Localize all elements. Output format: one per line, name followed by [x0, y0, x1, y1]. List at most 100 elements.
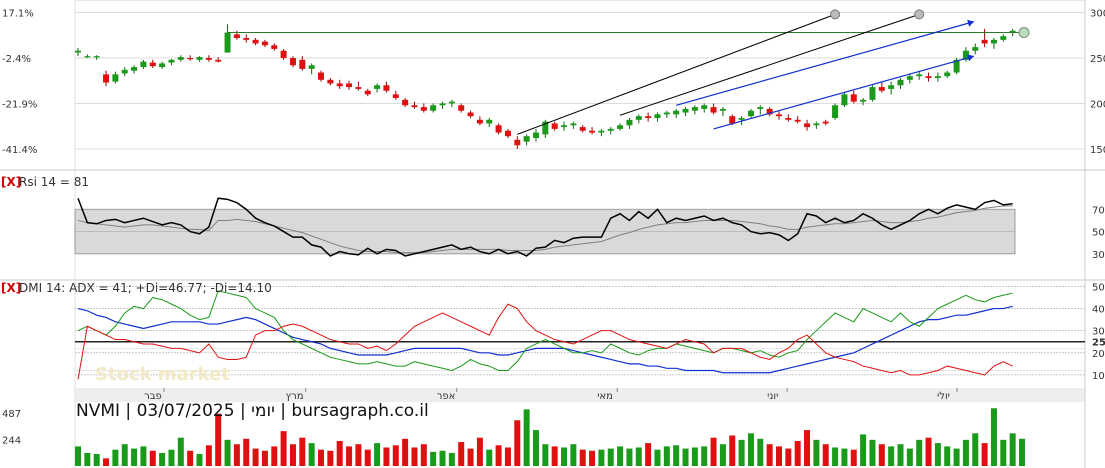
percent-tick-label: -21.9%	[2, 99, 37, 110]
candle-body	[523, 136, 530, 142]
volume-bar	[252, 448, 259, 466]
candle-body	[869, 87, 876, 100]
dmi-tick-label: 30	[1092, 327, 1105, 338]
rsi-tick-label: 30	[1092, 250, 1105, 261]
volume-bar	[523, 409, 530, 466]
candle-body	[75, 50, 81, 53]
volume-bar	[570, 444, 577, 466]
volume-bar	[589, 450, 596, 466]
dmi-tick-label: 25	[1092, 338, 1105, 349]
volume-bar	[598, 449, 605, 466]
candle-body	[224, 32, 231, 53]
volume-bar	[832, 447, 839, 466]
volume-bar	[271, 446, 278, 466]
volume-bar	[374, 443, 381, 466]
volume-bar	[514, 420, 521, 466]
candle-body	[308, 65, 315, 69]
candle-body	[374, 85, 381, 89]
volume-bar	[719, 444, 726, 466]
candle-body	[673, 110, 680, 115]
volume-bar	[906, 448, 913, 466]
candle-body	[962, 50, 969, 60]
volume-bar	[607, 448, 614, 466]
candle-body	[878, 87, 885, 91]
dmi-close-button[interactable]: [X]	[1, 281, 21, 295]
candle-body	[579, 127, 586, 131]
candle-body	[719, 108, 726, 111]
volume-bar	[196, 454, 203, 466]
volume-bar	[187, 450, 194, 466]
plot-layer	[75, 9, 1030, 466]
candle-body	[925, 76, 932, 78]
plus-di-line	[77, 290, 1013, 372]
volume-bar	[346, 446, 353, 466]
candle-body	[860, 99, 867, 102]
candle-body	[112, 74, 119, 82]
percent-tick-label: -41.4%	[2, 145, 37, 156]
volume-bar	[532, 430, 539, 466]
candle-body	[168, 59, 175, 63]
volume-bar	[747, 433, 754, 466]
volume-bar	[383, 447, 390, 466]
month-label: יוני	[767, 391, 778, 402]
candle-body	[729, 116, 736, 124]
candle-body	[551, 123, 558, 129]
candle-body	[701, 105, 708, 109]
candle-body	[775, 114, 782, 117]
volume-bar	[93, 454, 100, 466]
candle-body	[850, 94, 857, 102]
candle-body	[215, 59, 222, 62]
candle-body	[458, 105, 465, 111]
candle-body	[617, 125, 624, 129]
volume-bar	[673, 445, 680, 466]
volume-bar	[635, 447, 642, 466]
rsi-signal-line	[77, 205, 1013, 254]
volume-bar	[84, 452, 91, 466]
volume-bar	[850, 449, 857, 466]
volume-tick-label: 487	[2, 409, 21, 420]
percent-tick-label: -2.4%	[2, 54, 31, 65]
candle-body	[934, 76, 941, 78]
volume-bar	[159, 452, 166, 466]
volume-bar	[738, 439, 745, 466]
volume-bar	[327, 450, 334, 466]
volume-bar	[953, 448, 960, 466]
candle-body	[916, 74, 923, 77]
channel-arrow	[967, 54, 974, 62]
watermark: Stock market	[95, 364, 230, 385]
volume-bar	[710, 437, 717, 466]
volume-bar	[682, 448, 689, 466]
dmi-tick-label: 10	[1092, 371, 1105, 382]
dmi-tick-label: 40	[1092, 305, 1105, 316]
volume-bar	[364, 449, 371, 466]
candle-body	[271, 45, 278, 49]
volume-bar	[551, 446, 558, 466]
candle-body	[336, 83, 343, 87]
candle-body	[420, 107, 427, 111]
candle-body	[252, 39, 259, 44]
candle-body	[944, 72, 951, 77]
volume-bar	[392, 445, 399, 466]
adx-line	[77, 305, 1013, 374]
candle-body	[131, 67, 138, 71]
candle-body	[542, 121, 549, 135]
month-strip	[75, 388, 1085, 402]
candle-body	[607, 128, 614, 131]
candle-body	[93, 56, 100, 58]
volume-bar	[149, 450, 156, 466]
candle-body	[897, 79, 904, 86]
volume-bar	[299, 437, 306, 466]
volume-bar	[617, 446, 624, 466]
rsi-close-button[interactable]: [X]	[1, 175, 21, 189]
candle-body	[103, 74, 110, 83]
candle-body	[514, 139, 521, 146]
candle-body	[766, 108, 773, 115]
volume-bar	[243, 438, 250, 466]
candle-body	[691, 107, 698, 111]
candle-body	[299, 59, 306, 69]
labels-layer: [X] Rsi 14 = 81 [X] DMI 14: ADX = 41; +D…	[1, 9, 1105, 447]
source-label: NVMI | 03/07/2025 | יומי | bursagraph.co…	[76, 401, 429, 421]
candle-body	[645, 116, 652, 118]
volume-bar	[925, 437, 932, 466]
price-tick-label: 300	[1090, 9, 1105, 20]
